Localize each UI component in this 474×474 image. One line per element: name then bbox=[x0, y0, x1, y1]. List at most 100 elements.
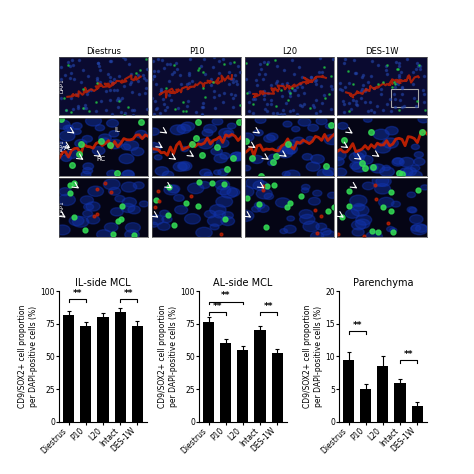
Circle shape bbox=[64, 125, 72, 131]
Circle shape bbox=[277, 147, 293, 158]
Circle shape bbox=[255, 202, 265, 209]
Circle shape bbox=[317, 169, 333, 179]
Bar bbox=[343, 360, 354, 422]
Circle shape bbox=[121, 144, 130, 150]
Circle shape bbox=[119, 154, 134, 164]
Circle shape bbox=[334, 168, 346, 176]
Circle shape bbox=[126, 223, 140, 232]
Y-axis label: CD9/
SOX2/
DAP1: CD9/ SOX2/ DAP1 bbox=[48, 138, 65, 155]
Circle shape bbox=[397, 171, 407, 177]
Circle shape bbox=[411, 224, 428, 235]
Y-axis label: CD9/SOX2+ cell proportion
per DAPI-positive cells (%): CD9/SOX2+ cell proportion per DAPI-posit… bbox=[18, 305, 38, 408]
Circle shape bbox=[379, 197, 394, 208]
Circle shape bbox=[352, 228, 364, 236]
Bar bbox=[272, 353, 283, 422]
Circle shape bbox=[350, 162, 361, 169]
Circle shape bbox=[400, 157, 414, 167]
Circle shape bbox=[302, 154, 312, 160]
Circle shape bbox=[83, 167, 92, 174]
Circle shape bbox=[115, 195, 125, 202]
Circle shape bbox=[328, 192, 337, 199]
Circle shape bbox=[227, 188, 240, 196]
Circle shape bbox=[407, 192, 416, 198]
Circle shape bbox=[356, 215, 372, 225]
Circle shape bbox=[411, 225, 420, 231]
Circle shape bbox=[155, 155, 162, 160]
Circle shape bbox=[363, 182, 374, 190]
Circle shape bbox=[131, 147, 144, 156]
Circle shape bbox=[410, 215, 423, 224]
Circle shape bbox=[356, 219, 370, 228]
Circle shape bbox=[393, 158, 403, 164]
Circle shape bbox=[349, 152, 365, 163]
Title: IL-side MCL: IL-side MCL bbox=[75, 277, 131, 288]
Circle shape bbox=[221, 217, 235, 226]
Circle shape bbox=[82, 136, 92, 142]
Circle shape bbox=[410, 165, 420, 171]
Circle shape bbox=[230, 152, 244, 161]
Circle shape bbox=[215, 180, 229, 190]
Circle shape bbox=[72, 123, 82, 129]
Circle shape bbox=[409, 171, 422, 180]
Circle shape bbox=[256, 189, 272, 199]
Circle shape bbox=[246, 177, 264, 189]
Circle shape bbox=[75, 139, 87, 147]
Circle shape bbox=[330, 150, 346, 160]
Circle shape bbox=[59, 188, 72, 196]
Bar bbox=[237, 350, 248, 422]
Circle shape bbox=[204, 172, 212, 177]
Circle shape bbox=[175, 206, 188, 214]
Circle shape bbox=[321, 228, 331, 235]
Circle shape bbox=[268, 161, 275, 165]
Circle shape bbox=[421, 185, 428, 190]
Circle shape bbox=[168, 185, 180, 193]
Bar bbox=[255, 330, 265, 422]
Circle shape bbox=[85, 116, 101, 126]
Circle shape bbox=[371, 164, 385, 173]
Circle shape bbox=[243, 165, 251, 171]
Circle shape bbox=[200, 169, 211, 176]
Circle shape bbox=[383, 165, 390, 171]
Text: AL: AL bbox=[64, 145, 73, 151]
Circle shape bbox=[283, 144, 297, 154]
Circle shape bbox=[325, 124, 332, 128]
Circle shape bbox=[81, 171, 91, 178]
Circle shape bbox=[110, 208, 123, 216]
Bar bbox=[80, 327, 91, 422]
Circle shape bbox=[280, 228, 288, 234]
Circle shape bbox=[376, 176, 391, 186]
Circle shape bbox=[216, 196, 233, 207]
Circle shape bbox=[283, 172, 290, 176]
Circle shape bbox=[299, 210, 313, 219]
Circle shape bbox=[416, 225, 427, 232]
Circle shape bbox=[173, 162, 187, 171]
Y-axis label: CD9/
SOX2/
DAP1: CD9/ SOX2/ DAP1 bbox=[48, 199, 65, 216]
Circle shape bbox=[58, 194, 75, 206]
Circle shape bbox=[235, 153, 245, 159]
Circle shape bbox=[316, 223, 327, 230]
Circle shape bbox=[199, 182, 210, 189]
Circle shape bbox=[392, 158, 404, 166]
Circle shape bbox=[164, 185, 179, 195]
Circle shape bbox=[170, 125, 185, 135]
Bar bbox=[220, 343, 231, 422]
Circle shape bbox=[269, 154, 278, 161]
Circle shape bbox=[309, 197, 320, 205]
Circle shape bbox=[284, 225, 296, 233]
Bar bbox=[394, 383, 406, 422]
Circle shape bbox=[83, 163, 93, 170]
Circle shape bbox=[414, 152, 423, 158]
Circle shape bbox=[65, 125, 73, 130]
Circle shape bbox=[65, 150, 79, 158]
Bar bbox=[360, 389, 371, 422]
Circle shape bbox=[103, 179, 120, 190]
Circle shape bbox=[216, 139, 229, 147]
Circle shape bbox=[285, 140, 297, 147]
Circle shape bbox=[383, 138, 398, 148]
Circle shape bbox=[313, 190, 322, 196]
Circle shape bbox=[306, 162, 320, 171]
Circle shape bbox=[387, 227, 394, 232]
Circle shape bbox=[59, 131, 75, 141]
Circle shape bbox=[83, 204, 93, 210]
Circle shape bbox=[385, 127, 398, 135]
